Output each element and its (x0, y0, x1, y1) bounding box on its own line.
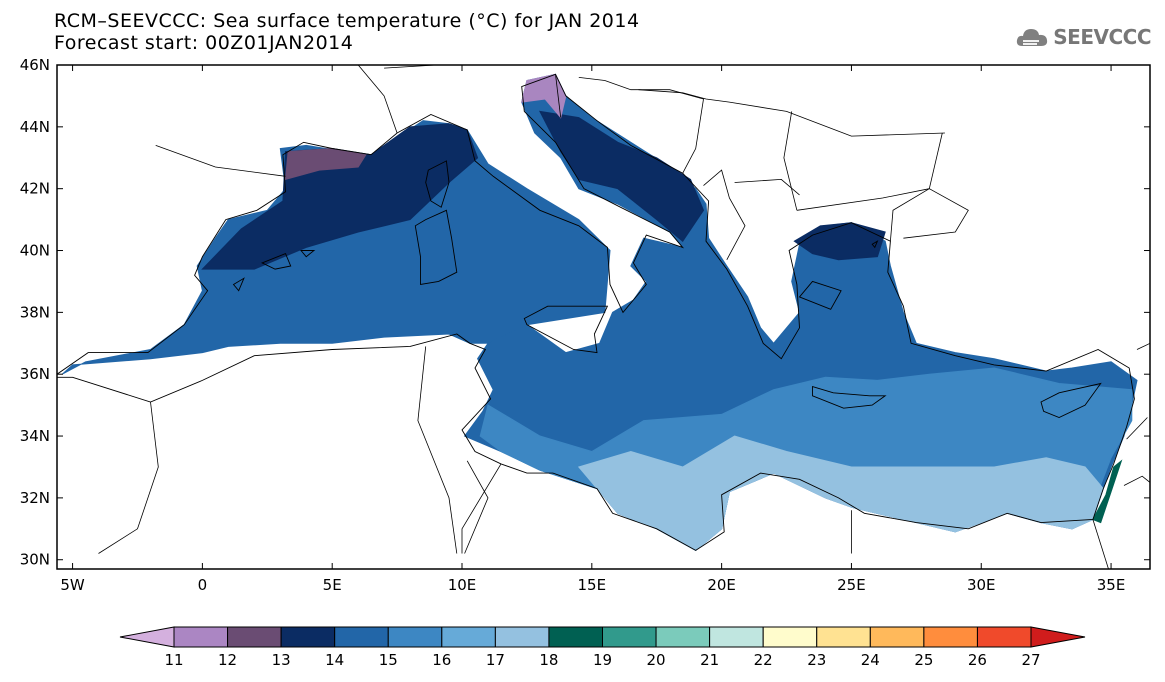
coastline-5 (1040, 382, 1102, 418)
country-border-13 (357, 65, 398, 134)
axis-ticks: 5W 0 5E 10E 15E 20E 25E 30E 35E 30N 32N 34N 36N 38N 40… (20, 56, 1150, 594)
lon-tick-label: 20E (707, 576, 736, 594)
country-border-23 (464, 460, 489, 554)
country-border-15 (155, 145, 286, 177)
country-border-11 (703, 169, 746, 260)
country-border-8 (890, 188, 969, 242)
colorbar-swatch (709, 626, 764, 648)
country-border-17 (638, 89, 945, 137)
lon-tick-label: 10E (448, 576, 477, 594)
colorbar-swatch (387, 626, 443, 648)
colorbar-swatch (762, 626, 818, 648)
coastline-8 (300, 250, 316, 258)
country-border-7 (1136, 342, 1150, 350)
lon-tick-label: 5W (60, 576, 85, 594)
colorbar-swatch (655, 626, 711, 648)
coastline-10 (871, 240, 879, 249)
colorbar-label: 17 (486, 651, 505, 669)
lon-tick-label: 15E (578, 576, 607, 594)
coastline-2 (425, 160, 450, 208)
coastline-1 (414, 209, 458, 286)
lon-tick-label: 25E (837, 576, 866, 594)
colorbar-swatch (173, 626, 229, 648)
map-subtitle: Forecast start: 00Z01JAN2014 (54, 32, 354, 54)
colorbar-label: 16 (432, 651, 451, 669)
colorbar-label: 11 (164, 651, 183, 669)
lon-tick-label: 0 (198, 576, 208, 594)
lat-tick-label: 38N (20, 303, 50, 321)
country-border-0 (98, 401, 159, 554)
country-border-5 (1123, 475, 1150, 486)
colorbar-label: 19 (593, 651, 612, 669)
colorbar-label: 27 (1021, 651, 1040, 669)
country-border-14 (384, 65, 559, 69)
colorbar-label: 26 (968, 651, 987, 669)
country-border-22 (928, 132, 943, 189)
map-frame (56, 64, 1151, 570)
cloud-icon (1017, 29, 1048, 46)
colorbar-swatch (923, 626, 978, 648)
country-border-12 (578, 77, 704, 174)
title-block: RCM–SEEVCCC: Sea surface temperature (°C… (54, 10, 640, 54)
coastline-6 (232, 277, 245, 292)
colorbar-swatch (869, 626, 925, 648)
colorbar: 11 12 13 14 15 16 17 18 19 20 21 22 23 24 25 26 27 (119, 626, 1086, 669)
colorbar-swatch (548, 626, 603, 648)
colorbar-label: 14 (325, 651, 344, 669)
country-border-2 (461, 463, 502, 554)
colorbar-label: 20 (647, 651, 666, 669)
seevccc-logo: SEEVCCC (1015, 24, 1151, 50)
sst-region-aegean-north-14 (793, 222, 886, 261)
colorbar-label: 15 (379, 651, 398, 669)
lat-tick-label: 44N (20, 118, 50, 136)
lat-tick-label: 40N (20, 242, 50, 260)
country-border-1 (417, 346, 458, 554)
colorbar-label: 25 (914, 651, 933, 669)
lon-tick-label: 5E (323, 576, 342, 594)
sst-region-levant-coast-19 (1092, 459, 1123, 524)
colorbar-swatch (602, 626, 657, 648)
colorbar-swatch (441, 626, 496, 648)
lon-tick-label: 35E (1097, 576, 1126, 594)
colorbar-arrow-low (119, 626, 175, 648)
colorbar-label: 22 (754, 651, 773, 669)
colorbar-swatch (494, 626, 550, 648)
coastline-0 (57, 73, 1135, 551)
sst-region-western-basin-15 (61, 120, 611, 375)
logo-text: SEEVCCC (1053, 25, 1151, 49)
map-title: RCM–SEEVCCC: Sea surface temperature (°C… (54, 10, 640, 32)
map-content (57, 65, 1150, 569)
colorbar-label: 18 (539, 651, 558, 669)
lon-tick-label: 30E (967, 576, 996, 594)
lat-tick-label: 46N (20, 56, 50, 74)
country-border-4 (1092, 519, 1109, 569)
colorbar-label: 23 (807, 651, 826, 669)
colorbar-swatch (816, 626, 871, 648)
colorbar-label: 21 (700, 651, 719, 669)
country-border-9 (796, 188, 930, 211)
country-border-10 (734, 178, 800, 196)
colorbar-label: 12 (218, 651, 237, 669)
coastline-9 (798, 280, 842, 310)
lat-tick-label: 32N (20, 489, 50, 507)
colorbar-label: 24 (861, 651, 880, 669)
lat-tick-label: 30N (20, 551, 50, 569)
coastline-3 (523, 305, 609, 354)
colorbar-swatch (227, 626, 282, 648)
country-border-20 (555, 74, 562, 118)
colorbar-arrow-high (1030, 626, 1086, 648)
colorbar-swatch (280, 626, 336, 648)
colorbar-label: 13 (272, 651, 291, 669)
country-border-6 (1126, 417, 1148, 440)
lat-tick-label: 42N (20, 180, 50, 198)
colorbar-swatch (976, 626, 1032, 648)
lat-tick-label: 34N (20, 427, 50, 445)
coastline-4 (812, 385, 887, 409)
lat-tick-label: 36N (20, 365, 50, 383)
country-border-18 (783, 111, 798, 211)
colorbar-swatch (334, 626, 389, 648)
coastline-7 (260, 253, 292, 270)
